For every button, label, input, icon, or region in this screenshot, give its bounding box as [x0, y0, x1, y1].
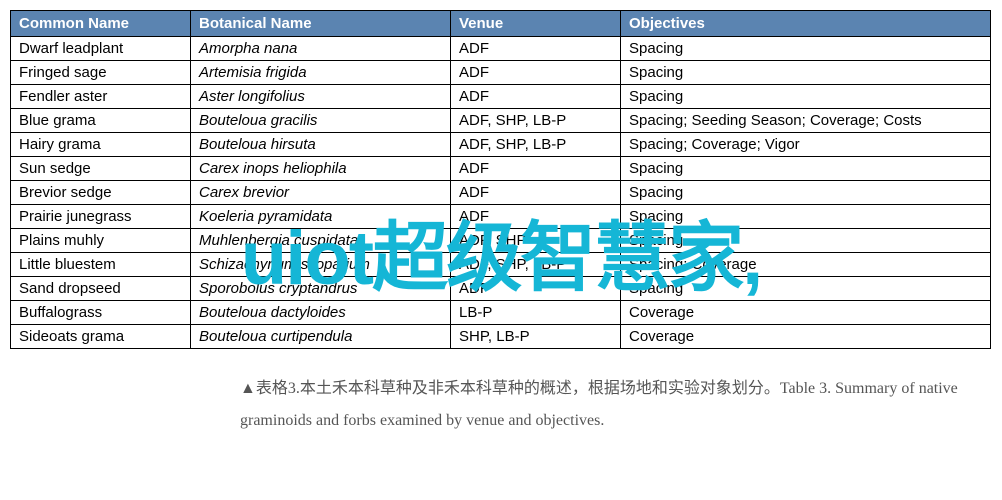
table-cell: Bouteloua hirsuta	[191, 133, 451, 157]
table-cell: ADF, SHP	[451, 229, 621, 253]
table-cell: Bouteloua dactyloides	[191, 301, 451, 325]
table-row: Brevior sedgeCarex breviorADFSpacing	[11, 181, 991, 205]
table-row: Sand dropseedSporobolus cryptandrusADFSp…	[11, 277, 991, 301]
col-botanical-name: Botanical Name	[191, 11, 451, 37]
table-cell: Bouteloua curtipendula	[191, 325, 451, 349]
table-cell: Koeleria pyramidata	[191, 205, 451, 229]
table-cell: Spacing	[621, 157, 991, 181]
table-row: Little bluestemSchizachyrium scopariumAD…	[11, 253, 991, 277]
table-cell: ADF, SHP, LB-P	[451, 253, 621, 277]
table-row: Fringed sageArtemisia frigidaADFSpacing	[11, 61, 991, 85]
table-cell: Spacing	[621, 229, 991, 253]
table-cell: Carex brevior	[191, 181, 451, 205]
table-cell: Spacing	[621, 85, 991, 109]
table-cell: Artemisia frigida	[191, 61, 451, 85]
table-cell: ADF	[451, 205, 621, 229]
col-common-name: Common Name	[11, 11, 191, 37]
table-row: BuffalograssBouteloua dactyloidesLB-PCov…	[11, 301, 991, 325]
table-cell: LB-P	[451, 301, 621, 325]
table-cell: Buffalograss	[11, 301, 191, 325]
table-cell: Sun sedge	[11, 157, 191, 181]
table-row: Sideoats gramaBouteloua curtipendulaSHP,…	[11, 325, 991, 349]
table-cell: Bouteloua gracilis	[191, 109, 451, 133]
col-venue: Venue	[451, 11, 621, 37]
table-cell: Coverage	[621, 301, 991, 325]
table-cell: ADF	[451, 277, 621, 301]
table-cell: ADF	[451, 181, 621, 205]
table-row: Dwarf leadplantAmorpha nanaADFSpacing	[11, 37, 991, 61]
table-row: Fendler asterAster longifoliusADFSpacing	[11, 85, 991, 109]
table-cell: ADF	[451, 61, 621, 85]
table-cell: Sand dropseed	[11, 277, 191, 301]
table-cell: Plains muhly	[11, 229, 191, 253]
table-cell: Blue grama	[11, 109, 191, 133]
table-row: Sun sedgeCarex inops heliophilaADFSpacin…	[11, 157, 991, 181]
col-objectives: Objectives	[621, 11, 991, 37]
table-cell: SHP, LB-P	[451, 325, 621, 349]
table-cell: Spacing; Coverage	[621, 253, 991, 277]
table-cell: Amorpha nana	[191, 37, 451, 61]
table-cell: Spacing	[621, 181, 991, 205]
table-cell: ADF, SHP, LB-P	[451, 133, 621, 157]
table-cell: Spacing	[621, 61, 991, 85]
table-cell: Coverage	[621, 325, 991, 349]
table-body: Dwarf leadplantAmorpha nanaADFSpacingFri…	[11, 37, 991, 349]
table-cell: ADF	[451, 157, 621, 181]
table-cell: Hairy grama	[11, 133, 191, 157]
table-cell: Fringed sage	[11, 61, 191, 85]
table-row: Prairie junegrassKoeleria pyramidataADFS…	[11, 205, 991, 229]
table-cell: Little bluestem	[11, 253, 191, 277]
table-cell: Sideoats grama	[11, 325, 191, 349]
table-cell: Carex inops heliophila	[191, 157, 451, 181]
table-cell: Spacing; Seeding Season; Coverage; Costs	[621, 109, 991, 133]
table-cell: Spacing; Coverage; Vigor	[621, 133, 991, 157]
table-caption: ▲表格3.本土禾本科草种及非禾本科草种的概述，根据场地和实验对象划分。Table…	[240, 373, 980, 437]
table-cell: ADF	[451, 85, 621, 109]
table-header: Common Name Botanical Name Venue Objecti…	[11, 11, 991, 37]
table-cell: Muhlenbergia cuspidata	[191, 229, 451, 253]
table-row: Blue gramaBouteloua gracilisADF, SHP, LB…	[11, 109, 991, 133]
species-table: Common Name Botanical Name Venue Objecti…	[10, 10, 991, 349]
table-cell: Fendler aster	[11, 85, 191, 109]
table-row: Hairy gramaBouteloua hirsutaADF, SHP, LB…	[11, 133, 991, 157]
table-cell: ADF, SHP, LB-P	[451, 109, 621, 133]
table-row: Plains muhlyMuhlenbergia cuspidataADF, S…	[11, 229, 991, 253]
table-cell: Aster longifolius	[191, 85, 451, 109]
table-cell: Spacing	[621, 277, 991, 301]
table-cell: Brevior sedge	[11, 181, 191, 205]
table-cell: Schizachyrium scoparium	[191, 253, 451, 277]
table-cell: ADF	[451, 37, 621, 61]
table-cell: Spacing	[621, 205, 991, 229]
table-cell: Sporobolus cryptandrus	[191, 277, 451, 301]
table-cell: Spacing	[621, 37, 991, 61]
table-cell: Prairie junegrass	[11, 205, 191, 229]
table-cell: Dwarf leadplant	[11, 37, 191, 61]
